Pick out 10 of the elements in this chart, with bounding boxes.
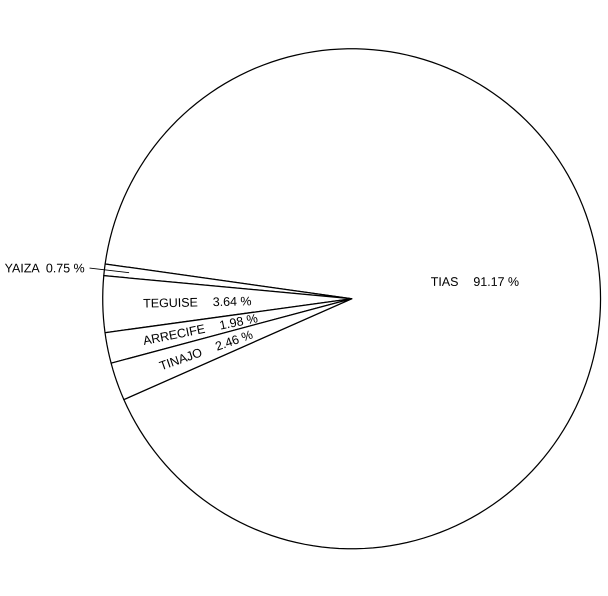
data-label: 2.46 % (216, 330, 253, 350)
slice-label: YAIZA (4, 264, 40, 272)
slice-label: ARRECIFE (144, 324, 206, 345)
data-label: 3.64 % (213, 296, 252, 306)
data-label: 91.17 % (474, 277, 519, 286)
slice-label: TIAS (431, 277, 458, 286)
data-label: 0.75 % (46, 264, 84, 272)
slice-label: TINAJO (158, 348, 202, 370)
slice-label: TEGUISE (143, 298, 198, 308)
data-label: 1.98 % (220, 314, 258, 330)
